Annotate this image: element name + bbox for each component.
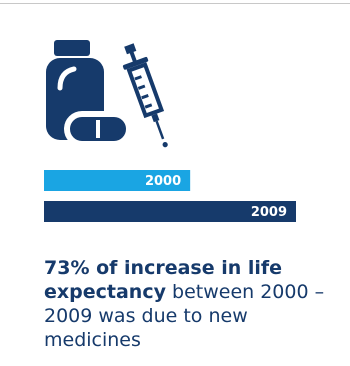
caption-highlight: 73% of increase in life expectancy [44,257,283,303]
caption: 73% of increase in life expectancy betwe… [44,256,344,352]
bar-2009 [44,201,296,222]
medicine-bottle-and-syringe-icon [46,40,168,148]
bar-chart: 2000 2009 [44,170,296,222]
bar-2000 [44,170,191,191]
caption-rest: between 2000 – 2009 was due to new medic… [44,281,325,351]
top-divider [0,3,350,4]
bar-label-2009: 2009 [251,205,287,220]
bar-label-2000: 2000 [145,174,181,189]
